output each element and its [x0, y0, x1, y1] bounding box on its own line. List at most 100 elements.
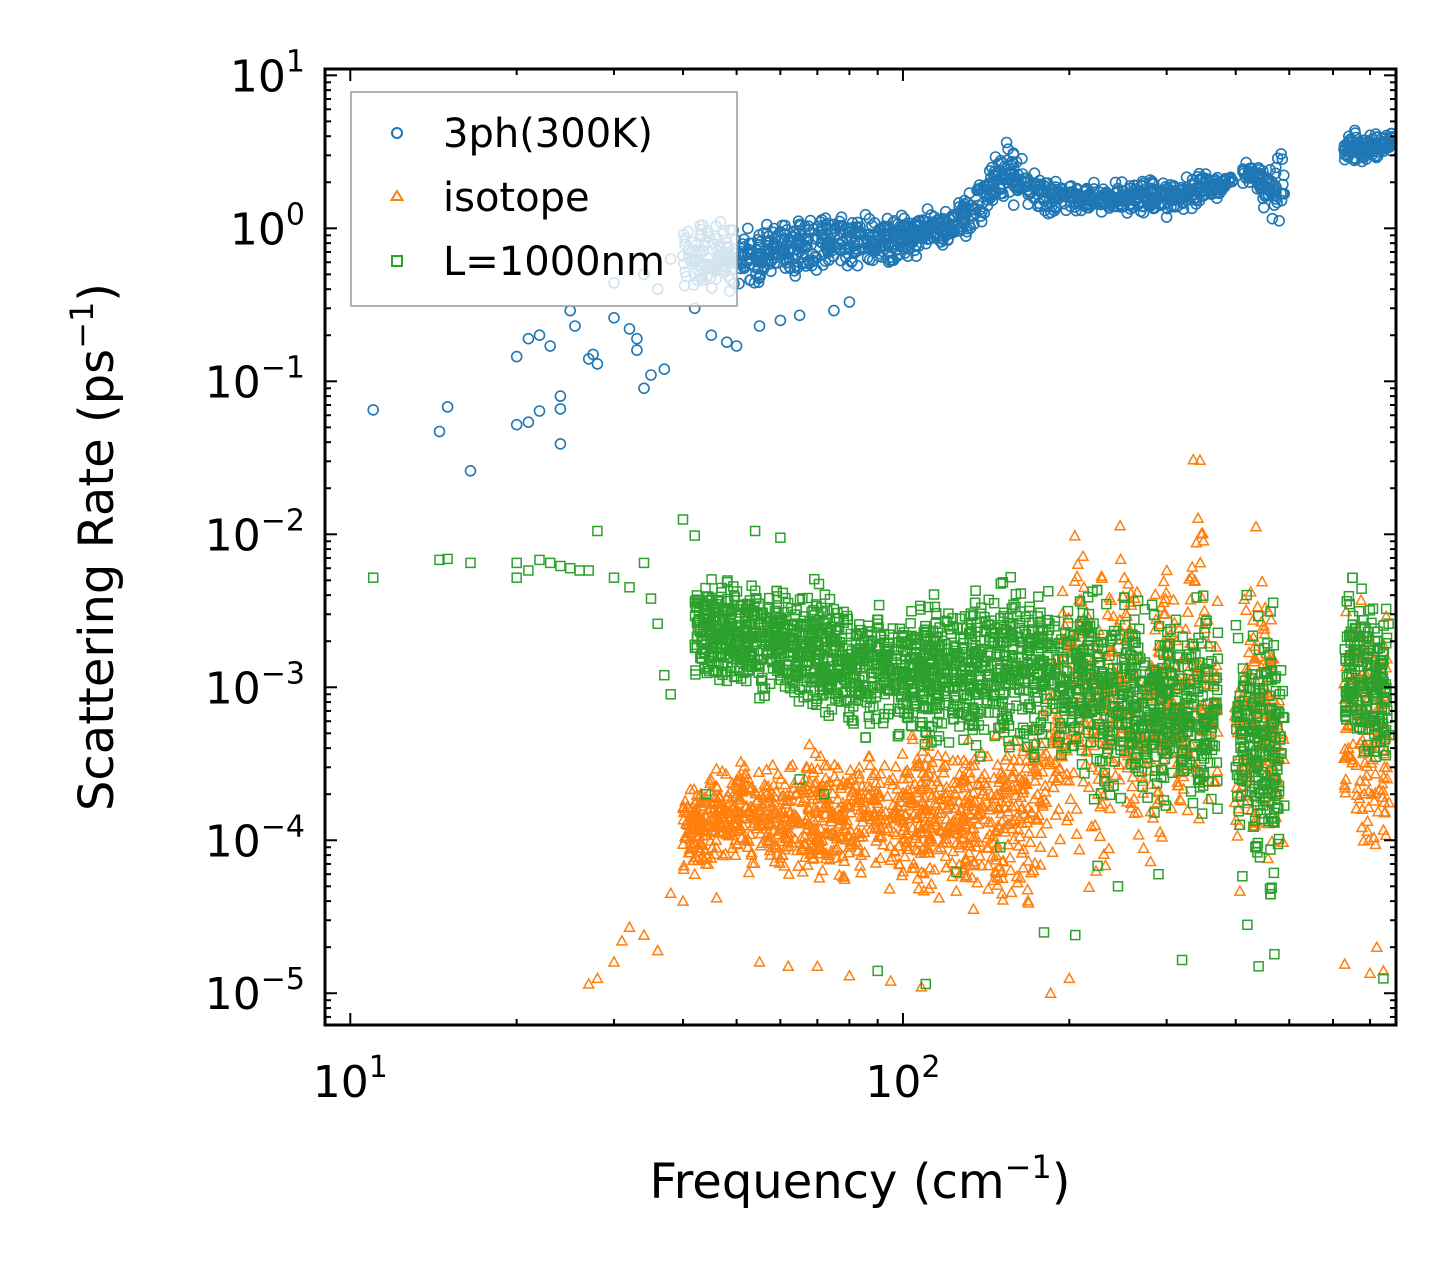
data-point-isotope — [1258, 622, 1271, 634]
data-point-isotope — [1000, 791, 1013, 803]
data-point-isotope — [1184, 593, 1197, 605]
data-point-isotope — [865, 812, 878, 825]
data-point-l1000nm — [677, 514, 689, 525]
data-point-3ph — [1037, 184, 1050, 196]
data-point-isotope — [1017, 842, 1030, 855]
data-point-isotope — [955, 826, 969, 838]
data-point-isotope — [964, 859, 977, 871]
data-point-3ph — [1007, 199, 1020, 211]
data-point-3ph — [738, 233, 750, 246]
data-point-3ph — [1372, 140, 1384, 153]
data-point-l1000nm — [555, 560, 566, 572]
data-point-isotope — [754, 788, 768, 801]
data-point-3ph — [564, 304, 577, 317]
data-point-isotope — [999, 825, 1012, 837]
data-point-l1000nm — [1004, 741, 1015, 753]
data-point-isotope — [1346, 753, 1360, 765]
data-point-isotope — [955, 774, 969, 787]
data-point-isotope — [607, 955, 621, 967]
data-point-3ph — [1199, 168, 1212, 180]
data-point-isotope — [1255, 575, 1269, 587]
data-point-isotope — [884, 853, 897, 866]
data-point-isotope — [1015, 800, 1029, 813]
data-point-isotope — [1338, 957, 1351, 969]
data-point-3ph — [738, 262, 751, 275]
data-point-isotope — [1078, 723, 1092, 736]
data-point-isotope — [936, 760, 950, 773]
data-point-3ph — [1147, 178, 1160, 190]
data-point-isotope — [1373, 782, 1386, 795]
data-point-l1000nm — [544, 557, 556, 569]
data-point-isotope — [903, 811, 917, 824]
data-point-isotope — [677, 862, 691, 874]
data-point-isotope — [844, 823, 857, 835]
data-point-isotope — [957, 814, 970, 826]
data-point-3ph — [846, 217, 859, 229]
data-point-l1000nm — [645, 593, 657, 604]
data-point-l1000nm — [802, 592, 814, 604]
data-point-l1000nm — [1176, 954, 1188, 966]
data-point-isotope — [1196, 526, 1209, 538]
data-point-l1000nm — [983, 594, 994, 606]
data-point-isotope — [702, 814, 715, 826]
data-point-isotope — [964, 808, 977, 821]
data-point-isotope — [1369, 767, 1382, 779]
data-point-l1000nm — [1196, 704, 1207, 716]
data-point-isotope — [709, 833, 723, 845]
data-point-isotope — [1248, 655, 1261, 667]
data-point-isotope — [874, 851, 887, 863]
data-point-isotope — [1271, 739, 1285, 751]
data-point-isotope — [1024, 805, 1038, 817]
data-point-isotope — [994, 766, 1007, 778]
data-point-isotope — [924, 761, 937, 773]
data-point-isotope — [990, 848, 1003, 861]
data-point-l1000nm — [1057, 651, 1068, 662]
data-point-isotope — [1171, 775, 1184, 788]
data-point-isotope — [1211, 764, 1224, 776]
data-point-isotope — [993, 860, 1006, 872]
data-point-l1000nm — [1043, 585, 1054, 597]
data-point-isotope — [818, 800, 831, 812]
data-point-3ph — [793, 309, 806, 322]
data-point-l1000nm — [1266, 882, 1277, 893]
data-point-isotope — [1099, 858, 1112, 871]
data-point-isotope — [1015, 774, 1029, 786]
data-point-isotope — [875, 829, 888, 841]
data-point-l1000nm — [1198, 680, 1210, 691]
data-point-isotope — [968, 753, 981, 765]
data-point-l1000nm — [1206, 793, 1217, 805]
data-point-isotope — [912, 756, 925, 769]
data-point-isotope — [834, 807, 847, 820]
data-point-isotope — [690, 788, 704, 800]
data-point-3ph — [1052, 192, 1065, 205]
data-point-3ph — [921, 203, 934, 215]
data-point-isotope — [991, 758, 1004, 770]
data-point-isotope — [814, 822, 827, 834]
data-point-l1000nm — [1367, 603, 1379, 614]
data-point-l1000nm — [1343, 668, 1355, 680]
data-point-3ph — [1131, 179, 1143, 192]
data-point-isotope — [897, 772, 910, 784]
data-point-isotope — [889, 760, 903, 772]
data-point-isotope — [1342, 741, 1355, 753]
data-point-l1000nm — [920, 978, 932, 990]
data-point-isotope — [755, 798, 769, 810]
data-point-l1000nm — [1269, 948, 1280, 960]
data-point-isotope — [1098, 772, 1112, 785]
data-point-isotope — [705, 774, 718, 786]
data-point-isotope — [1261, 851, 1275, 864]
data-point-isotope — [1096, 797, 1109, 809]
data-point-isotope — [812, 839, 826, 852]
data-point-isotope — [874, 767, 888, 779]
data-point-isotope — [1047, 737, 1061, 749]
data-point-3ph — [1000, 136, 1013, 149]
data-point-isotope — [1070, 802, 1083, 814]
data-point-isotope — [1338, 778, 1351, 790]
data-point-isotope — [1157, 574, 1170, 587]
data-point-3ph — [958, 218, 970, 231]
data-point-3ph — [753, 229, 766, 241]
data-point-l1000nm — [1149, 807, 1160, 818]
data-point-l1000nm — [1070, 929, 1081, 941]
data-point-isotope — [1174, 794, 1187, 806]
data-point-isotope — [1009, 788, 1023, 801]
